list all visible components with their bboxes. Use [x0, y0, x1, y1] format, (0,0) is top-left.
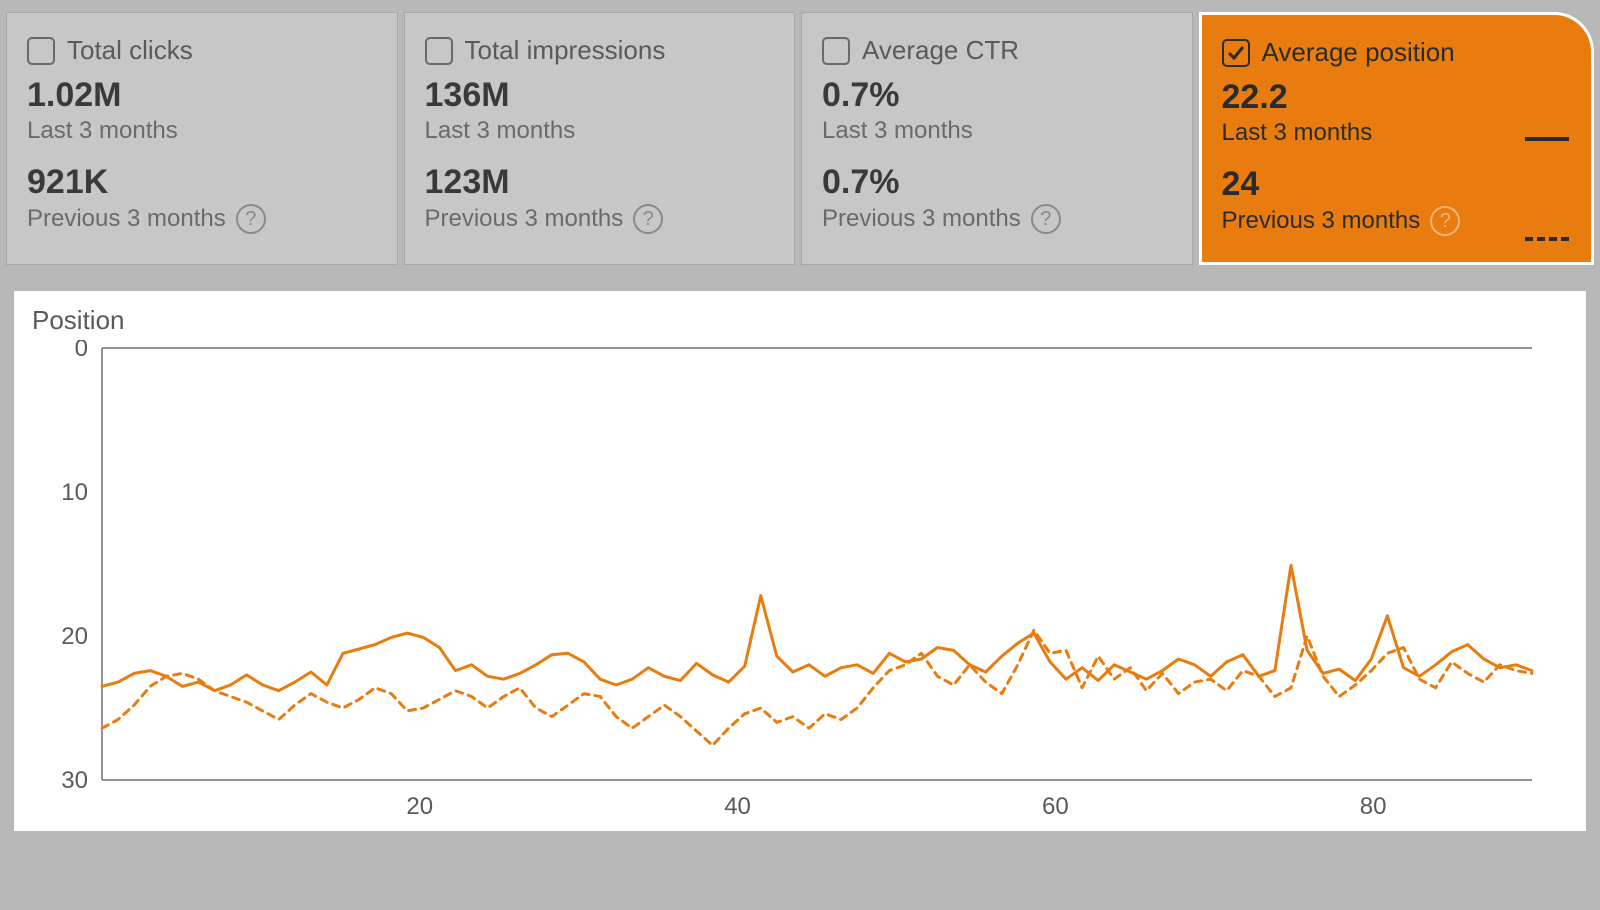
- svg-text:30: 30: [61, 767, 88, 794]
- svg-text:40: 40: [724, 793, 751, 820]
- help-icon[interactable]: ?: [236, 204, 266, 234]
- metric-current-period: Last 3 months: [822, 117, 1172, 145]
- svg-text:80: 80: [1360, 793, 1387, 820]
- metric-previous-value: 123M: [425, 163, 775, 202]
- legend-dashed-line-icon: [1525, 237, 1569, 241]
- svg-text:0: 0: [75, 340, 88, 362]
- metric-current-period: Last 3 months: [27, 117, 377, 145]
- metric-previous-value: 24: [1222, 165, 1572, 204]
- checkbox-ctr[interactable]: [822, 37, 850, 65]
- svg-text:20: 20: [61, 623, 88, 650]
- metric-current-period: Last 3 months: [425, 117, 775, 145]
- checkbox-clicks[interactable]: [27, 37, 55, 65]
- metric-card-clicks[interactable]: Total clicks 1.02M Last 3 months 921K Pr…: [6, 12, 398, 265]
- checkbox-impressions[interactable]: [425, 37, 453, 65]
- svg-text:20: 20: [406, 793, 433, 820]
- metrics-row: Total clicks 1.02M Last 3 months 921K Pr…: [0, 0, 1600, 271]
- metric-card-position[interactable]: Average position 22.2 Last 3 months 24 P…: [1199, 12, 1595, 265]
- help-icon[interactable]: ?: [1031, 204, 1061, 234]
- metric-previous-value: 0.7%: [822, 163, 1172, 202]
- metric-current-value: 136M: [425, 76, 775, 115]
- metric-current-value: 22.2: [1222, 78, 1572, 117]
- metric-header: Average position: [1222, 37, 1572, 68]
- metric-header: Total impressions: [425, 35, 775, 66]
- metric-current-value: 0.7%: [822, 76, 1172, 115]
- metric-current-value: 1.02M: [27, 76, 377, 115]
- metric-title: Average position: [1262, 37, 1455, 68]
- dashboard-container: Total clicks 1.02M Last 3 months 921K Pr…: [0, 0, 1600, 910]
- metric-card-ctr[interactable]: Average CTR 0.7% Last 3 months 0.7% Prev…: [801, 12, 1193, 265]
- position-line-chart: 0 10 20 30 20 40 60 80: [32, 340, 1552, 820]
- metric-title: Total impressions: [465, 35, 666, 66]
- metric-title: Total clicks: [67, 35, 193, 66]
- metric-previous-period: Previous 3 months: [27, 205, 226, 233]
- svg-text:10: 10: [61, 479, 88, 506]
- chart-panel: Position 0 10 20 30 20 40 60 80: [14, 291, 1586, 831]
- metric-previous-value: 921K: [27, 163, 377, 202]
- metric-current-period: Last 3 months: [1222, 119, 1572, 147]
- svg-text:60: 60: [1042, 793, 1069, 820]
- checkbox-position[interactable]: [1222, 39, 1250, 67]
- metric-previous-period: Previous 3 months: [822, 205, 1021, 233]
- help-icon[interactable]: ?: [633, 204, 663, 234]
- metric-title: Average CTR: [862, 35, 1019, 66]
- metric-previous-period: Previous 3 months: [1222, 207, 1421, 235]
- legend-solid-line-icon: [1525, 137, 1569, 141]
- metric-previous-period: Previous 3 months: [425, 205, 624, 233]
- metric-header: Total clicks: [27, 35, 377, 66]
- metric-header: Average CTR: [822, 35, 1172, 66]
- metric-card-impressions[interactable]: Total impressions 136M Last 3 months 123…: [404, 12, 796, 265]
- help-icon[interactable]: ?: [1430, 206, 1460, 236]
- chart-y-axis-label: Position: [32, 305, 1568, 336]
